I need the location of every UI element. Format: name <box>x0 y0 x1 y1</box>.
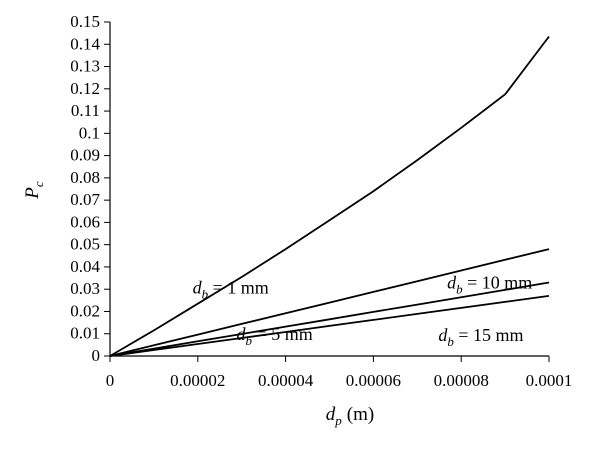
series-label-0: db = 1 mm <box>193 278 269 302</box>
y-tick-label: 0.11 <box>71 101 100 120</box>
y-tick-label: 0.13 <box>70 57 100 76</box>
y-tick-label: 0.04 <box>70 257 100 276</box>
series-line-3 <box>109 295 550 357</box>
y-axis-label-sub: c <box>31 181 46 187</box>
y-tick-label: 0.1 <box>79 123 100 142</box>
y-tick-label: 0.07 <box>70 190 100 209</box>
x-tick-label: 0.00004 <box>258 371 314 390</box>
series-label-rest: = 5 mm <box>252 324 313 344</box>
x-axis-label-unit: (m) <box>347 404 374 425</box>
y-tick-label: 0.03 <box>70 279 100 298</box>
series-label-2: db = 10 mm <box>447 272 532 296</box>
series-label-rest: = 15 mm <box>454 325 524 345</box>
y-tick-label: 0.14 <box>70 34 100 53</box>
series-line-1 <box>109 248 550 357</box>
y-tick-label: 0.12 <box>70 79 100 98</box>
x-tick-label: 0.00006 <box>346 371 401 390</box>
y-tick-label: 0.02 <box>70 301 100 320</box>
y-tick-label: 0.01 <box>70 324 100 343</box>
x-axis-label-var: d <box>326 404 336 425</box>
x-ticks: 0 0.00002 0.00004 0.00006 0.00008 0.0001 <box>106 356 573 390</box>
y-tick-label: 0.05 <box>70 235 100 254</box>
axes <box>109 22 549 357</box>
x-tick-label: 0.00008 <box>434 371 489 390</box>
x-tick-label: 0 <box>106 371 115 390</box>
y-ticks: 0 0.01 0.02 0.03 0.04 0.05 0.06 0.07 0.08 0.09 0.1… <box>70 12 110 365</box>
series-label-3: db = 15 mm <box>438 325 523 349</box>
series-label-1: db = 5 mm <box>237 324 313 348</box>
series-label-sub: b <box>456 281 463 296</box>
y-tick-label: 0.06 <box>70 212 100 231</box>
x-axis-label: dp (m) <box>326 404 374 428</box>
series-line-2 <box>109 281 550 357</box>
series-label-var: d <box>438 325 448 345</box>
series-line-0 <box>109 35 550 357</box>
y-tick-label: 0 <box>92 346 101 365</box>
series-label-var: d <box>237 324 247 344</box>
series-label-sub: b <box>202 287 209 302</box>
series-label-var: d <box>447 272 457 292</box>
y-axis-label: Pc <box>22 181 46 200</box>
y-axis-label-var: P <box>22 187 43 200</box>
series-group <box>109 35 550 357</box>
y-tick-label: 0.08 <box>70 168 100 187</box>
x-tick-label: 0.00002 <box>170 371 225 390</box>
series-label-sub: b <box>447 334 454 349</box>
series-label-rest: = 10 mm <box>463 272 533 292</box>
series-label-var: d <box>193 278 203 298</box>
y-tick-label: 0.15 <box>70 12 100 31</box>
series-label-sub: b <box>246 333 253 348</box>
y-tick-label: 0.09 <box>70 146 100 165</box>
series-label-rest: = 1 mm <box>208 278 269 298</box>
x-axis-label-sub: p <box>334 413 342 428</box>
x-tick-label: 0.0001 <box>526 371 573 390</box>
